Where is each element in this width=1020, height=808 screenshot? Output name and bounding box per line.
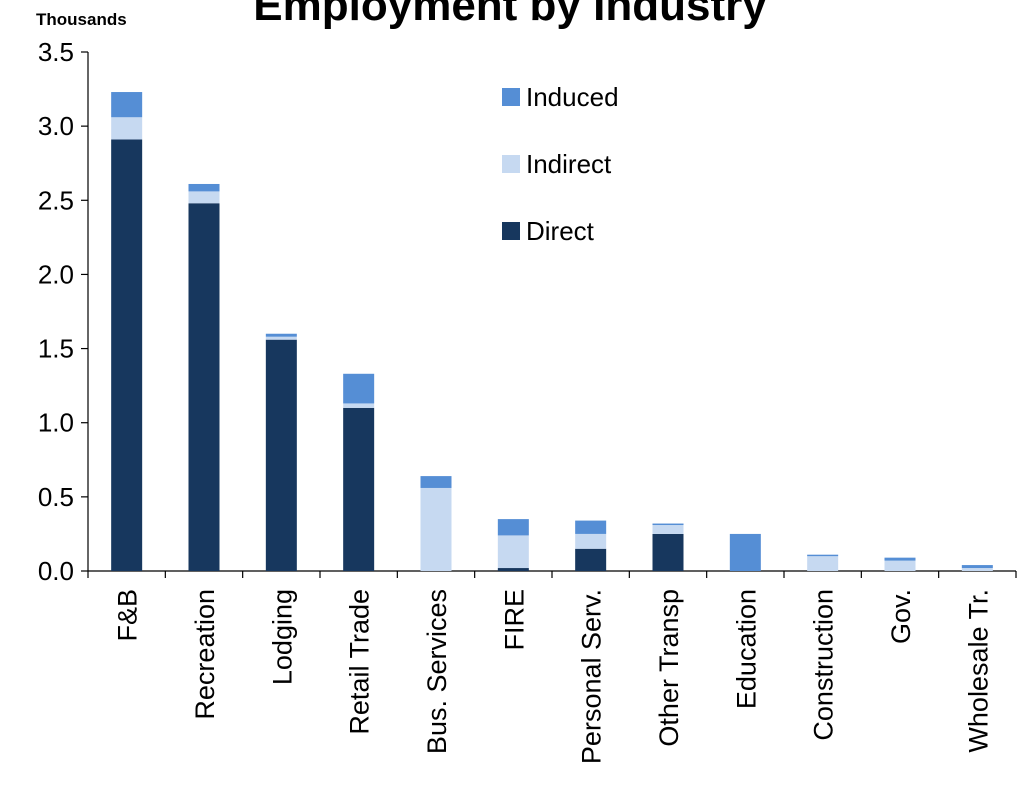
bar-segment-direct: [188, 203, 220, 571]
x-category-label: Other Transp: [654, 589, 684, 747]
bar-segment-induced: [807, 554, 839, 557]
x-category-label: Education: [731, 589, 761, 709]
bar-segment-indirect: [807, 556, 839, 571]
x-category-label: Bus. Services: [422, 589, 452, 754]
legend-label-induced: Induced: [526, 82, 619, 112]
legend-label-direct: Direct: [526, 216, 595, 246]
bar-segment-induced: [961, 565, 993, 569]
y-axis: 0.0 0.5 1.0 1.5 2.0 2.5 3.0 3.5: [38, 37, 89, 586]
bar-segment-direct: [343, 407, 375, 571]
x-category-label: F&B: [113, 589, 143, 642]
y-tick-label: 0.5: [38, 482, 74, 512]
y-tick-label: 3.0: [38, 111, 74, 141]
bar-segment-indirect: [265, 336, 297, 340]
bar-segment-induced: [575, 520, 607, 534]
bar-segment-indirect: [575, 533, 607, 549]
bar-segment-induced: [729, 533, 761, 571]
legend-swatch-induced: [502, 88, 520, 106]
bar-segment-direct: [497, 568, 529, 571]
bar-segment-indirect: [961, 568, 993, 571]
bar-segment-indirect: [420, 487, 452, 571]
bar-segment-indirect: [188, 191, 220, 204]
bar-segment-indirect: [884, 560, 916, 571]
bar-segment-indirect: [652, 525, 684, 534]
y-tick-label: 2.0: [38, 259, 74, 289]
x-axis: F&B Recreation Lodging Retail Trade Bus. Ser…: [87, 570, 1017, 764]
x-category-label: Personal Serv.: [577, 589, 607, 764]
bar-segment-indirect: [111, 117, 143, 140]
x-category-label: Construction: [809, 589, 839, 741]
bar-segment-direct: [265, 339, 297, 571]
bars: [111, 92, 993, 571]
x-category-label: Gov.: [886, 589, 916, 644]
chart-title: Employment by Industry: [253, 0, 767, 30]
bar-segment-induced: [420, 476, 452, 488]
x-category-label: Recreation: [190, 589, 220, 720]
x-category-label: Lodging: [267, 589, 297, 685]
legend-label-indirect: Indirect: [526, 149, 612, 179]
legend-swatch-indirect: [502, 155, 520, 173]
bar-segment-direct: [652, 533, 684, 571]
bar-segment-indirect: [497, 535, 529, 569]
y-tick-label: 2.5: [38, 185, 74, 215]
y-tick-label: 1.5: [38, 334, 74, 364]
legend-swatch-direct: [502, 222, 520, 240]
bar-segment-induced: [652, 523, 684, 526]
bar-segment-induced: [265, 333, 297, 337]
bar-segment-induced: [188, 183, 220, 192]
bar-segment-induced: [497, 519, 529, 536]
bar-segment-induced: [884, 557, 916, 561]
x-category-label: Retail Trade: [345, 589, 375, 735]
x-category-label: Wholesale Tr.: [963, 589, 993, 753]
legend: Induced Indirect Direct: [502, 82, 619, 246]
bar-segment-indirect: [343, 403, 375, 408]
y-tick-label: 1.0: [38, 408, 74, 438]
x-category-label: FIRE: [499, 589, 529, 651]
y-tick-label: 3.5: [38, 37, 74, 67]
y-unit-label: Thousands: [36, 10, 127, 29]
bar-segment-direct: [575, 548, 607, 571]
y-tick-label: 0.0: [38, 556, 74, 586]
bar-segment-induced: [343, 373, 375, 404]
bar-segment-direct: [111, 139, 143, 571]
bar-segment-induced: [111, 92, 143, 118]
